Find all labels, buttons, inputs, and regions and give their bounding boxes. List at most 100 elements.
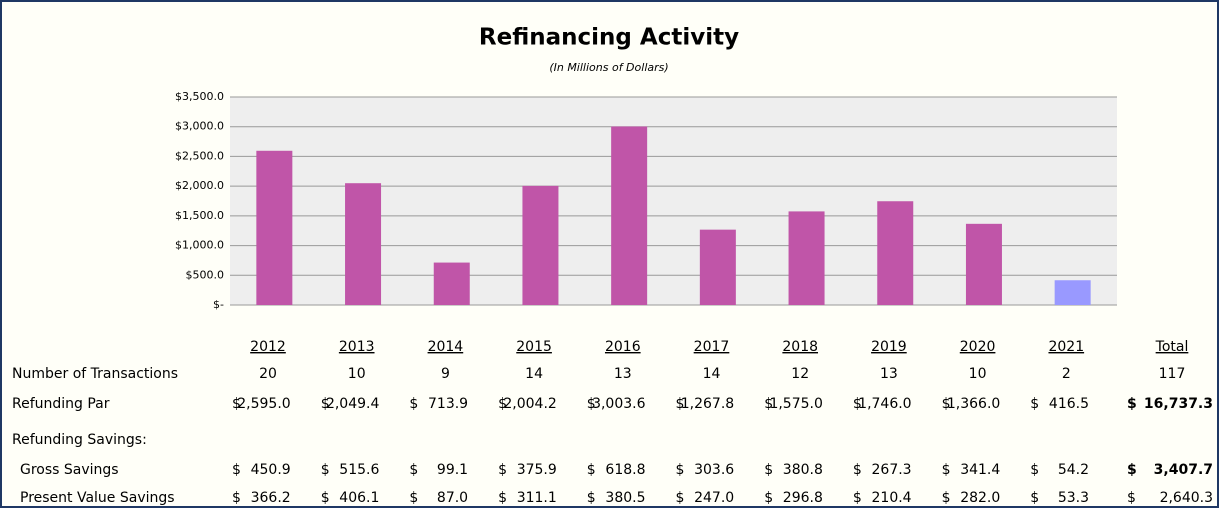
cell-currency: $ xyxy=(587,490,596,506)
cell-currency: $ xyxy=(587,462,596,478)
cell: 210.4 xyxy=(872,490,912,506)
total: 3,407.7 xyxy=(1154,462,1213,478)
y-tick-label: $3,500.0 xyxy=(175,90,224,103)
cell-currency: $ xyxy=(676,396,685,412)
cell: 99.1 xyxy=(437,462,468,478)
chart-title: Refinancing Activity xyxy=(479,25,739,51)
cell: 9 xyxy=(441,366,450,382)
cell: 87.0 xyxy=(437,490,468,506)
cell: 282.0 xyxy=(960,490,1000,506)
total: 16,737.3 xyxy=(1144,396,1213,412)
cell: 267.3 xyxy=(872,462,912,478)
row-label: Gross Savings xyxy=(20,462,119,478)
cell-currency: $ xyxy=(321,490,330,506)
cell: 2,004.2 xyxy=(503,396,556,412)
column-header: 2013 xyxy=(339,339,375,355)
row-label: Refunding Par xyxy=(12,396,110,412)
cell-currency: $ xyxy=(1030,396,1039,412)
cell-currency: $ xyxy=(942,396,951,412)
cell-currency: $ xyxy=(321,462,330,478)
column-header: 2016 xyxy=(605,339,641,355)
cell: 54.2 xyxy=(1058,462,1089,478)
cell-currency: $ xyxy=(764,462,773,478)
cell: 341.4 xyxy=(960,462,1000,478)
cell: 13 xyxy=(614,366,632,382)
cell-currency: $ xyxy=(853,462,862,478)
chart-subtitle: (In Millions of Dollars) xyxy=(549,61,668,74)
cell: 12 xyxy=(791,366,809,382)
section-label: Refunding Savings: xyxy=(12,432,147,448)
y-tick-label: $1,000.0 xyxy=(175,239,224,252)
cell: 406.1 xyxy=(339,490,379,506)
cell: 2,049.4 xyxy=(326,396,380,412)
cell-currency: $ xyxy=(1030,490,1039,506)
cell: 10 xyxy=(969,366,987,382)
column-header: 2017 xyxy=(694,339,730,355)
bar xyxy=(1054,280,1091,305)
cell: 20 xyxy=(259,366,277,382)
row-label: Number of Transactions xyxy=(12,366,178,382)
cell: 375.9 xyxy=(517,462,557,478)
cell: 14 xyxy=(703,366,721,382)
cell: 1,575.0 xyxy=(769,396,822,412)
cell: 380.8 xyxy=(783,462,823,478)
cell-currency: $ xyxy=(232,396,241,412)
cell-currency: $ xyxy=(676,490,685,506)
bar xyxy=(522,185,559,305)
total: 2,640.3 xyxy=(1160,490,1213,506)
bar xyxy=(611,126,648,306)
cell: 416.5 xyxy=(1049,396,1089,412)
bar xyxy=(699,229,736,305)
column-header: 2015 xyxy=(516,339,552,355)
cell-currency: $ xyxy=(942,490,951,506)
cell: 303.6 xyxy=(694,462,734,478)
bar xyxy=(788,211,825,305)
y-tick-label: $1,500.0 xyxy=(175,209,224,222)
y-tick-label: $3,000.0 xyxy=(175,120,224,133)
cell: 618.8 xyxy=(605,462,645,478)
cell-currency: $ xyxy=(587,396,596,412)
cell: 515.6 xyxy=(339,462,379,478)
row-label: Present Value Savings xyxy=(20,490,175,506)
total-currency: $ xyxy=(1127,490,1136,506)
y-tick-label: $2,500.0 xyxy=(175,149,224,162)
cell-currency: $ xyxy=(853,490,862,506)
cell: 2 xyxy=(1062,366,1071,382)
cell-currency: $ xyxy=(409,396,418,412)
cell-currency: $ xyxy=(409,490,418,506)
bar xyxy=(877,201,914,305)
bar xyxy=(256,150,293,305)
column-header: 2018 xyxy=(782,339,818,355)
cell: 117 xyxy=(1159,366,1186,382)
column-header: 2021 xyxy=(1048,339,1084,355)
cell: 366.2 xyxy=(251,490,291,506)
cell-currency: $ xyxy=(232,462,241,478)
cell: 1,267.8 xyxy=(681,396,734,412)
cell: 296.8 xyxy=(783,490,823,506)
cell-currency: $ xyxy=(853,396,862,412)
bar xyxy=(965,223,1002,305)
total-currency: $ xyxy=(1127,462,1137,478)
cell-currency: $ xyxy=(321,396,330,412)
cell-currency: $ xyxy=(232,490,241,506)
column-header: 2014 xyxy=(428,339,464,355)
total-currency: $ xyxy=(1127,396,1137,412)
y-tick-label: $500.0 xyxy=(186,268,225,281)
column-header: 2012 xyxy=(250,339,286,355)
cell: 14 xyxy=(525,366,543,382)
cell: 247.0 xyxy=(694,490,734,506)
cell: 311.1 xyxy=(517,490,557,506)
column-header: 2020 xyxy=(960,339,996,355)
cell-currency: $ xyxy=(498,490,507,506)
cell: 1,746.0 xyxy=(858,396,911,412)
bar xyxy=(345,183,382,305)
cell-currency: $ xyxy=(942,462,951,478)
y-tick-label: $2,000.0 xyxy=(175,179,224,192)
cell-currency: $ xyxy=(764,490,773,506)
cell: 713.9 xyxy=(428,396,468,412)
cell-currency: $ xyxy=(764,396,773,412)
cell-currency: $ xyxy=(1030,462,1039,478)
cell-currency: $ xyxy=(498,462,507,478)
cell: 450.9 xyxy=(251,462,291,478)
